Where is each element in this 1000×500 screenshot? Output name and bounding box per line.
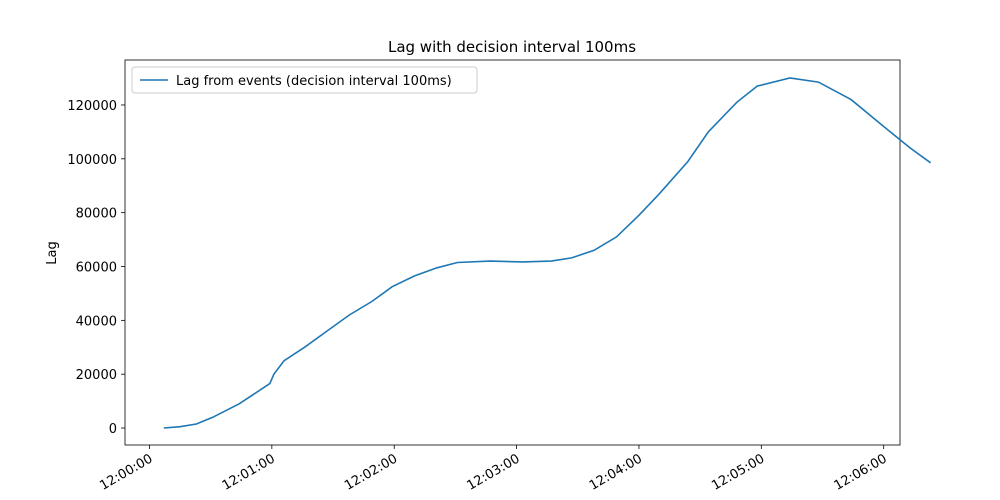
x-tick-label: 12:06:00: [832, 451, 890, 493]
x-tick-label: 12:02:00: [342, 451, 400, 493]
y-tick-label: 40000: [76, 314, 117, 329]
legend-label: Lag from events (decision interval 100ms…: [176, 74, 452, 89]
x-tick-label: 12:04:00: [587, 451, 645, 493]
chart-title: Lag with decision interval 100ms: [388, 38, 636, 56]
x-tick-label: 12:00:00: [97, 451, 155, 493]
x-tick-label: 12:01:00: [220, 451, 278, 493]
legend-box: [131, 66, 478, 94]
data-line: [163, 77, 932, 429]
y-tick-label: 80000: [76, 207, 117, 222]
y-tick-label: 100000: [67, 153, 117, 168]
y-tick-label: 60000: [76, 261, 117, 276]
plot-frame: [124, 59, 901, 446]
x-tick-label: 12:03:00: [465, 451, 523, 493]
y-tick-label: 20000: [76, 368, 117, 383]
y-tick-label: 0: [109, 422, 117, 437]
y-tick-label: 120000: [67, 99, 117, 114]
y-axis-label: Lag: [45, 241, 60, 264]
x-tick-label: 12:05:00: [709, 451, 767, 493]
